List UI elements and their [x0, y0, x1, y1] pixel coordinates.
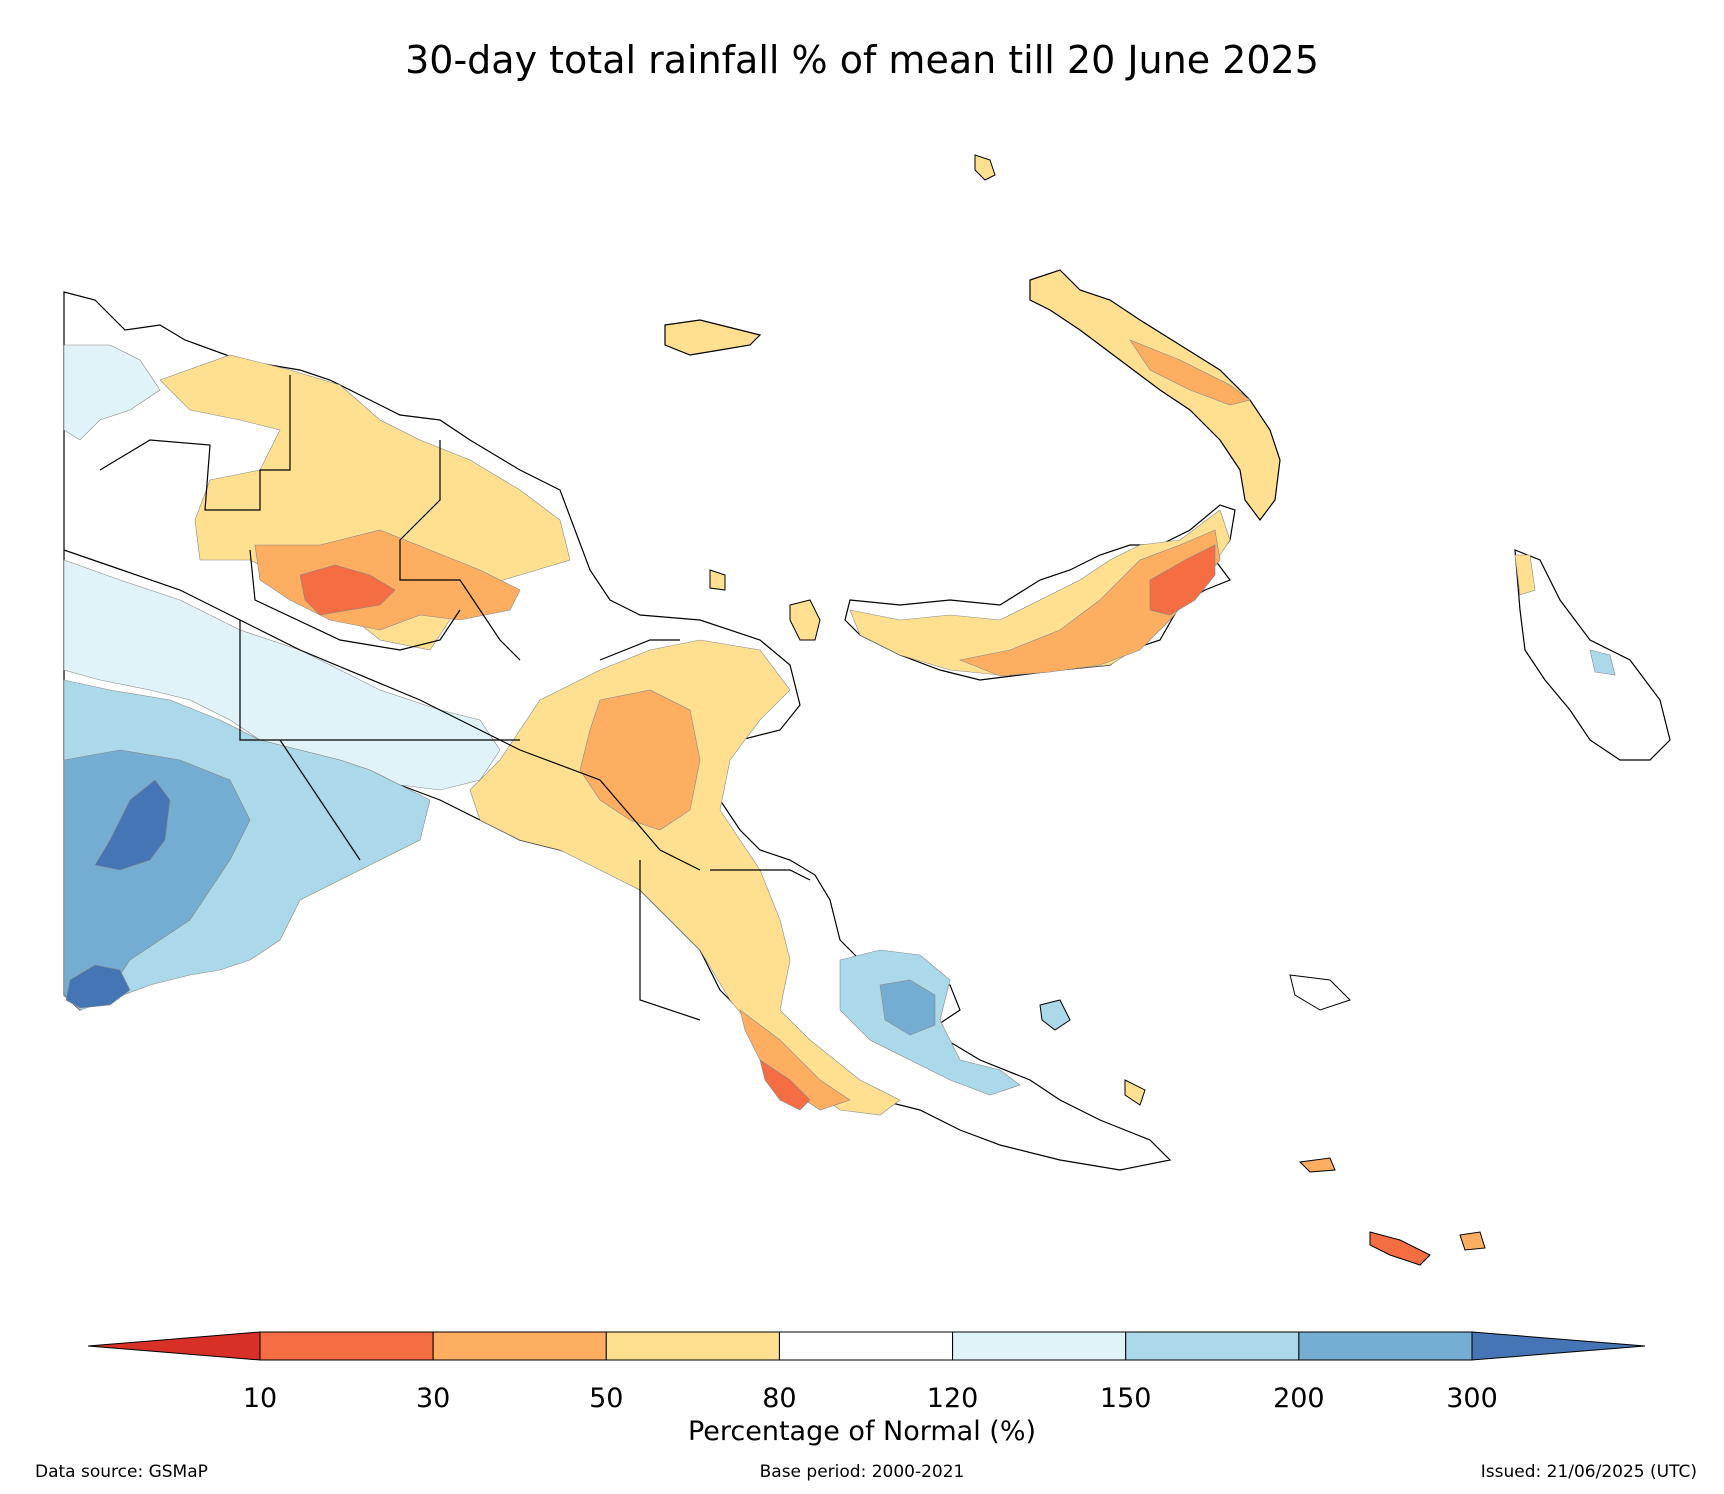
zone-50-80-central: [469, 639, 901, 1116]
colorbar-extend-above: [1471, 1331, 1646, 1361]
zone-10-30-southeast: [759, 1059, 811, 1111]
colorbar-bin-50_80: [605, 1331, 780, 1361]
rainfall-map: [63, 154, 1671, 1266]
new-ireland: [1029, 269, 1281, 521]
zone-200-300-southeast: [879, 979, 936, 1036]
zone-30-50-central: [579, 689, 851, 1111]
issued-date-note: Issued: 21/06/2025 (UTC): [1480, 1462, 1697, 1482]
province-borders: [63, 375, 811, 1021]
colorbar-tick-label: 200: [1273, 1383, 1325, 1414]
map-title: 30-day total rainfall % of mean till 20 …: [405, 38, 1319, 82]
zone-10-30-north: [299, 564, 396, 616]
colorbar-tick-label: 30: [415, 1383, 451, 1414]
data-source-note: Data source: GSMaP: [35, 1462, 208, 1482]
new-britain: [844, 504, 1236, 681]
colorbar-tick-label: 300: [1446, 1383, 1498, 1414]
colorbar-title: Percentage of Normal (%): [687, 1416, 1037, 1447]
colorbar-bin-80_120: [778, 1331, 954, 1361]
zone-120-150-west: [63, 344, 501, 791]
manus-island: [664, 319, 762, 356]
mainland-new-guinea: [63, 291, 1172, 1171]
base-period-note: Base period: 2000-2021: [759, 1462, 965, 1482]
colorbar-tick-label: 120: [926, 1383, 979, 1414]
colorbar-bin-120_150: [952, 1331, 1127, 1361]
colorbar-tick-label: 10: [242, 1383, 278, 1414]
colorbar-extend-below: [87, 1331, 261, 1361]
colorbar-bin-10_30: [259, 1331, 434, 1361]
zone-above-300-west: [65, 779, 171, 1009]
colorbar-tick-label: 150: [1099, 1383, 1152, 1414]
colorbar-bin-150_200: [1125, 1331, 1300, 1361]
colorbar-bin-30_50: [432, 1331, 607, 1361]
colorbar-bin-200_300: [1298, 1331, 1473, 1361]
small-islands: [709, 154, 1486, 1266]
colorbar: [87, 1331, 1646, 1361]
bougainville: [1514, 549, 1671, 761]
colorbar-tick-label: 50: [589, 1383, 624, 1414]
colorbar-tick-label: 80: [762, 1383, 797, 1414]
